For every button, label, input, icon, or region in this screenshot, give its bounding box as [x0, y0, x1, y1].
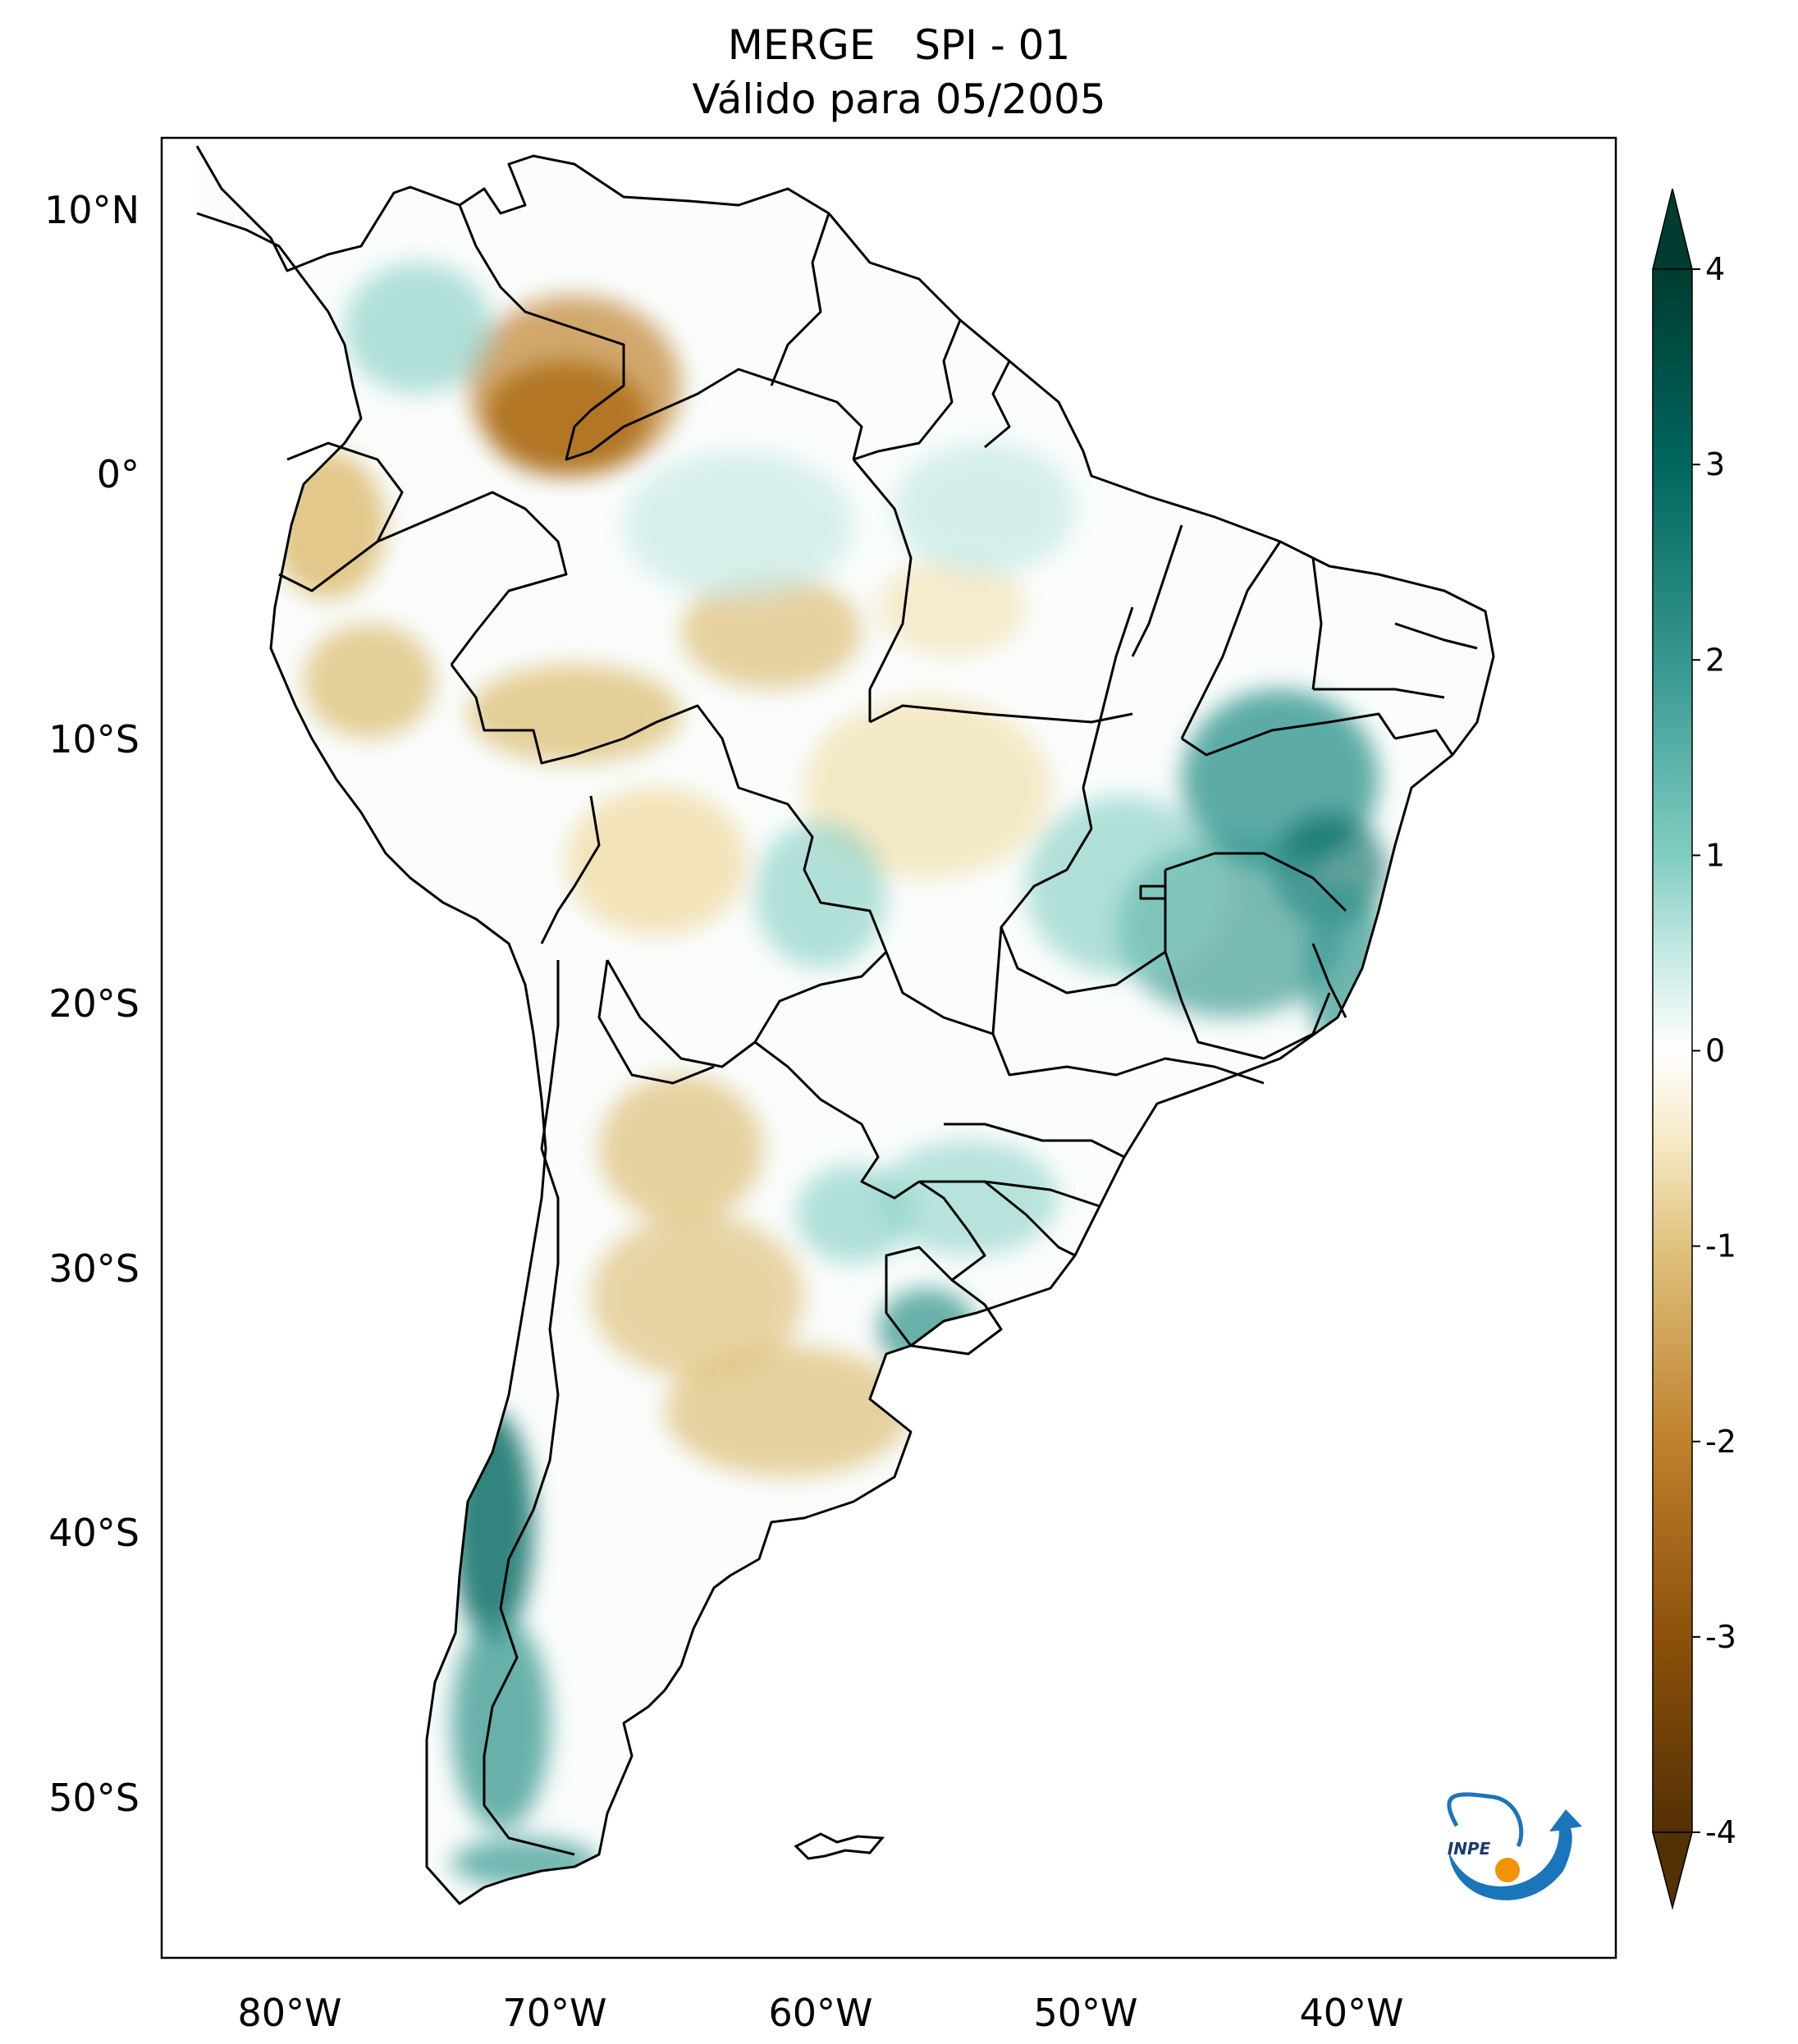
dry-anomaly-peru: [304, 624, 435, 738]
logo-orange-dot: [1495, 1858, 1520, 1882]
border-paraguay-argentina: [754, 1040, 920, 1200]
dry-anomaly-guyana: [878, 558, 1026, 656]
lat-label-50s: 50°S: [48, 1776, 140, 1820]
border-uruguay: [885, 1246, 1003, 1356]
wet-anomaly-south-brazil: [878, 1141, 1059, 1255]
border-brazil-states-rs: [984, 1180, 1076, 1257]
border-brazil-argentina: [918, 1180, 986, 1282]
border-brazil-states-goias: [1000, 828, 1167, 995]
border-brazil-states-north: [869, 704, 1133, 724]
logo-swoosh: [1448, 1809, 1582, 1900]
border-brazil-states-al-se: [1394, 729, 1454, 756]
border-peru-bolivia: [540, 795, 601, 944]
dry-anomaly-argentina-center: [591, 1214, 804, 1379]
border-chile-argentina: [483, 960, 575, 1856]
lon-label-80w: 80°W: [237, 1991, 341, 2035]
border-peru-brazil: [450, 664, 657, 765]
lat-label-30s: 30°S: [48, 1246, 140, 1291]
border-brazil-states-pr: [944, 1123, 1125, 1159]
border-argentina-bolivia: [597, 959, 715, 1085]
border-brazil-states-sp: [991, 1033, 1265, 1085]
lon-label-60w: 60°W: [768, 1991, 872, 2035]
wet-anomaly-amazon-pale: [624, 451, 853, 599]
map-panel: [160, 136, 1617, 1959]
coastline: [195, 145, 1495, 1905]
colorbar-ticks: 4 3 2 1 0 -1 -2 -3 -4: [1692, 251, 1736, 1850]
border-brazil-states-ceara: [1311, 557, 1323, 690]
colorbar-tick-label: -4: [1705, 1814, 1736, 1850]
lon-label-70w: 70°W: [502, 1991, 606, 2035]
colorbar-gradient: [1652, 268, 1693, 1833]
chart-subtitle: Válido para 05/2005: [692, 75, 1106, 123]
wet-anomaly-colombia: [345, 263, 492, 394]
border-distrito-federal: [1139, 885, 1167, 900]
colorbar-bottom-extension: [1652, 1831, 1693, 1910]
border-suriname: [853, 319, 962, 461]
logo-text: INPE: [1448, 1839, 1491, 1859]
border-brazil-states-rn-pb: [1394, 622, 1478, 650]
lon-label-40w: 40°W: [1299, 1991, 1403, 2035]
wet-anomaly-misiones: [796, 1165, 911, 1264]
border-colombia-peru: [377, 491, 568, 665]
colorbar-tick-label: 1: [1705, 837, 1725, 873]
colorbar-top-extension: [1652, 188, 1693, 270]
logo-orbit-arc: [1447, 1792, 1524, 1848]
lat-label-40s: 40°S: [48, 1511, 140, 1555]
border-brazil-states-para: [852, 459, 913, 722]
colorbar-tick-label: 4: [1705, 251, 1725, 287]
dry-anomaly-amazon-west: [468, 665, 681, 763]
dry-anomaly-amazon-central: [681, 574, 862, 689]
falkland-islands: [794, 1832, 885, 1860]
border-brazil-states-piaui: [1180, 541, 1282, 739]
dry-anomaly-bolivia: [566, 788, 747, 935]
dry-anomaly-venezuela: [468, 295, 681, 476]
lat-label-0: 0°: [97, 452, 140, 496]
wet-anomaly-para: [894, 443, 1075, 574]
border-brazil-states-maranhao: [1131, 524, 1183, 657]
dry-anomaly-mato-grosso: [804, 697, 1050, 878]
border-guyana: [770, 213, 830, 386]
border-colombia-venezuela: [458, 204, 625, 428]
wet-anomaly-pantanal: [755, 821, 886, 968]
border-brazil-states-tocantins: [1082, 606, 1134, 830]
colorbar-tick-label: -1: [1705, 1228, 1736, 1264]
map-border: [160, 136, 1617, 1959]
lat-label-20s: 20°S: [48, 981, 140, 1026]
dry-anomaly-chaco: [599, 1075, 763, 1223]
border-brazil-states-ms: [885, 926, 1003, 1036]
lat-label-10n: 10°N: [44, 188, 140, 232]
wet-anomaly-goias: [1026, 796, 1223, 976]
lon-label-50w: 50°W: [1033, 1991, 1137, 2035]
colorbar-tick-label: -2: [1705, 1424, 1736, 1460]
colorbar-tick-label: 3: [1705, 446, 1725, 482]
colorbar: 4 3 2 1 0 -1 -2 -3 -4: [1652, 188, 1736, 1910]
colorbar-tick-label: -3: [1705, 1619, 1736, 1655]
dry-anomaly-pampas: [665, 1346, 911, 1477]
border-brazil-states-mg-south: [1164, 951, 1331, 1060]
chart-title: MERGE SPI - 01: [727, 21, 1071, 69]
wet-anomaly-patagonia: [451, 1616, 550, 1830]
political-borders: [278, 204, 1478, 1856]
longitude-axis: 80°W 70°W 60°W 50°W 40°W: [237, 1991, 1403, 2035]
latitude-axis: 10°N 0° 10°S 20°S 30°S 40°S 50°S: [44, 188, 140, 1820]
border-brazil-states-mg-north: [1164, 852, 1347, 912]
border-brazil-states-bahia: [1181, 712, 1397, 757]
border-brazil-states-sc: [919, 1180, 1100, 1208]
border-bolivia-brazil: [656, 704, 888, 953]
border-french-guiana: [984, 360, 1011, 449]
lat-label-10s: 10°S: [48, 717, 140, 761]
border-brazil-states-pe: [1313, 688, 1445, 699]
border-brazil-states-es: [1311, 943, 1347, 1018]
colorbar-tick-label: 2: [1705, 642, 1725, 678]
border-venezuela-brazil: [565, 368, 863, 461]
inpe-logo: INPE: [1447, 1792, 1582, 1900]
border-ecuador: [278, 441, 404, 592]
colorbar-tick-label: 0: [1705, 1033, 1725, 1069]
